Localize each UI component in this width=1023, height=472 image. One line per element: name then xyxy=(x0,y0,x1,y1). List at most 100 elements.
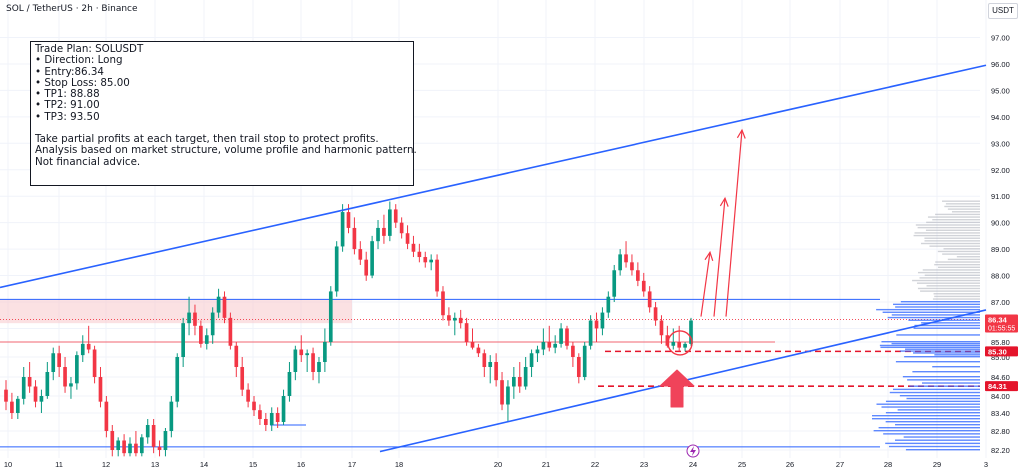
plan-line: • Entry:86.34 xyxy=(35,65,104,78)
candle xyxy=(80,335,85,362)
candle xyxy=(547,325,552,352)
candle xyxy=(405,225,410,250)
candle-body xyxy=(523,367,528,387)
time-tick-label: 3 xyxy=(984,460,988,469)
candle xyxy=(39,389,44,413)
volume-bar xyxy=(876,308,980,311)
candle-body xyxy=(636,270,640,281)
candle xyxy=(500,372,504,411)
buy-arrow xyxy=(659,330,700,458)
candle xyxy=(447,307,451,326)
volume-bar xyxy=(881,341,980,343)
candle xyxy=(317,357,321,384)
candle-body xyxy=(151,425,156,447)
candle-body xyxy=(269,413,274,425)
resistance-zone xyxy=(0,299,352,324)
time-tick-label: 15 xyxy=(249,460,257,469)
volume-bar xyxy=(895,439,980,441)
plan-line: • Direction: Long xyxy=(35,54,123,67)
candle-body xyxy=(600,312,605,329)
candle xyxy=(376,220,380,250)
candle-body xyxy=(612,270,617,297)
projection-arrow xyxy=(713,196,729,317)
price-tick-label: 95.00 xyxy=(991,86,1010,95)
candle xyxy=(246,383,250,408)
candle-body xyxy=(80,343,85,356)
candle-body xyxy=(252,401,256,411)
candle-body xyxy=(464,323,469,342)
candle-body xyxy=(258,410,262,419)
support-tag-2: 84.31 xyxy=(985,381,1018,392)
volume-bar xyxy=(926,221,980,224)
candle-body xyxy=(659,320,664,336)
price-tick-label: 90.00 xyxy=(991,219,1010,228)
time-tick-label: 28 xyxy=(884,460,892,469)
candle xyxy=(69,377,73,399)
volume-bar xyxy=(932,298,980,300)
candle xyxy=(553,335,558,354)
volume-bar xyxy=(902,376,980,378)
candle xyxy=(565,325,569,350)
volume-bar xyxy=(913,327,980,329)
candle xyxy=(429,254,434,271)
volume-bar xyxy=(913,352,980,354)
candle-body xyxy=(75,355,79,384)
volume-bar xyxy=(897,409,980,411)
price-tick-label: 97.00 xyxy=(991,34,1010,43)
volume-bar xyxy=(876,403,980,405)
candle-body xyxy=(63,367,67,387)
candle-body xyxy=(423,257,428,263)
candle-body xyxy=(677,342,682,348)
candle-body xyxy=(388,209,392,236)
candle xyxy=(92,345,97,384)
volume-bar xyxy=(947,258,980,261)
projection-arrow xyxy=(700,250,714,317)
candle xyxy=(252,396,256,416)
candle xyxy=(423,251,428,268)
candle xyxy=(281,389,286,425)
candle-body xyxy=(411,243,416,252)
arrow-head xyxy=(736,128,746,139)
candle xyxy=(21,367,26,405)
candle xyxy=(441,286,445,321)
candle xyxy=(275,407,280,428)
plan-line: • TP1: 88.88 xyxy=(35,88,100,101)
currency-unit-button[interactable]: USDT xyxy=(988,3,1018,19)
candle xyxy=(293,345,298,381)
volume-bar xyxy=(872,415,980,417)
candle xyxy=(364,251,369,281)
candle-body xyxy=(299,349,304,356)
volume-bar xyxy=(885,421,980,423)
time-tick-label: 26 xyxy=(786,460,794,469)
candle xyxy=(128,437,132,457)
price-tick-label: 91.00 xyxy=(991,192,1010,201)
candle-body xyxy=(594,320,599,329)
time-tick-label: 25 xyxy=(738,460,746,469)
time-axis[interactable]: 10 11 12 13 14 15 16 17 18 20 21 22 23 24 25 26 27 28 29 3 xyxy=(4,460,988,469)
candle-body xyxy=(641,280,646,292)
lightning-glyph xyxy=(690,446,696,456)
candle xyxy=(523,357,528,390)
upper-trendline[interactable] xyxy=(0,64,987,289)
price-axis[interactable]: 97.00 96.00 95.00 94.00 93.00 92.00 91.00 90.00… xyxy=(991,34,1010,456)
candle-body xyxy=(104,401,109,431)
volume-bar xyxy=(871,418,980,420)
candle xyxy=(163,428,168,457)
candle-body xyxy=(559,328,563,344)
volume-bar xyxy=(900,301,980,303)
volume-bar xyxy=(888,445,980,448)
candle-body xyxy=(181,323,185,357)
price-tick-label: 96.00 xyxy=(991,60,1010,69)
price-tick-label: 82.20 xyxy=(991,446,1010,455)
candle xyxy=(305,349,309,372)
price-tick-label: 89.00 xyxy=(991,245,1010,254)
volume-bar xyxy=(895,361,980,363)
price-tick-label: 85.00 xyxy=(991,353,1010,362)
volume-bar xyxy=(885,442,980,445)
candle xyxy=(63,357,67,393)
candle-body xyxy=(69,383,73,387)
time-tick-label: 12 xyxy=(102,460,110,469)
candle-body xyxy=(86,343,91,350)
